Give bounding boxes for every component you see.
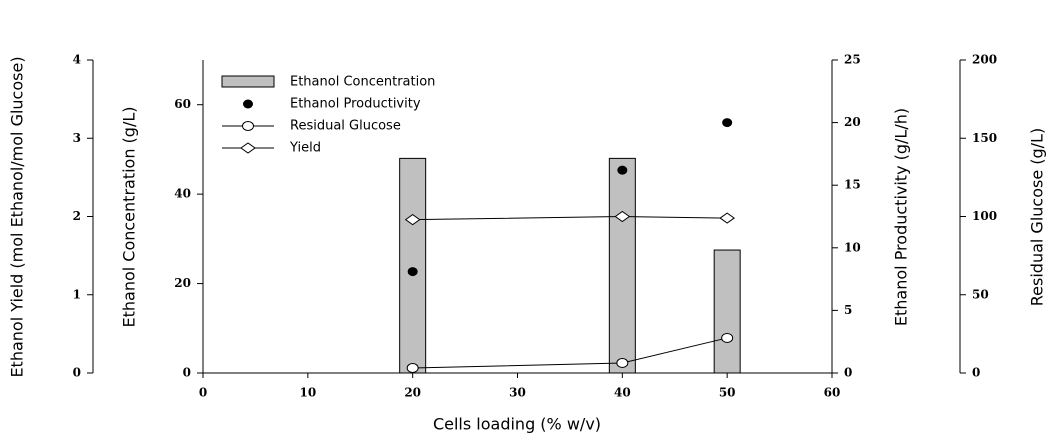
y3-axis-title: Ethanol Yield (mol Ethanol/mol Glucose) xyxy=(8,56,27,377)
legend-label: Ethanol Productivity xyxy=(290,97,421,112)
x-tick-label: 30 xyxy=(509,386,526,400)
circle-marker xyxy=(721,332,734,343)
dot xyxy=(243,99,253,109)
y3-tick-label: 1 xyxy=(73,287,81,301)
dot xyxy=(617,165,628,175)
diamond-marker xyxy=(240,142,256,154)
legend-swatch xyxy=(221,75,275,88)
y2-tick-label: 10 xyxy=(844,240,861,254)
line xyxy=(412,215,728,221)
y-tick-label: 40 xyxy=(174,187,191,201)
y4-axis-title: Residual Glucose (g/L) xyxy=(1028,128,1047,306)
y3-tick-label: 0 xyxy=(73,366,81,380)
y4-tick-label: 150 xyxy=(972,131,997,145)
x-tick-label: 0 xyxy=(199,386,207,400)
y4-tick-label: 200 xyxy=(972,53,997,67)
circle-marker xyxy=(242,121,254,131)
y2-axis-title: Ethanol Productivity (g/L/h) xyxy=(892,108,911,326)
y-tick-label: 60 xyxy=(174,97,191,111)
y-tick-label: 0 xyxy=(183,366,191,380)
y2-tick-label: 0 xyxy=(844,366,852,380)
dot xyxy=(722,118,733,128)
y3-tick-label: 3 xyxy=(73,131,81,145)
x-tick-label: 60 xyxy=(824,386,841,400)
dot xyxy=(407,267,418,277)
x-axis-title: Cells loading (% w/v) xyxy=(433,415,601,434)
bar xyxy=(713,249,741,374)
x-tick-label: 40 xyxy=(614,386,631,400)
bar xyxy=(399,157,427,374)
y3-tick-label: 4 xyxy=(73,53,81,67)
y2-tick-label: 15 xyxy=(844,178,861,192)
y-axis-title: Ethanol Concentration (g/L) xyxy=(120,106,139,327)
y4-tick-label: 0 xyxy=(972,366,980,380)
line xyxy=(412,337,728,369)
y-tick-label: 20 xyxy=(174,276,191,290)
legend-label: Residual Glucose xyxy=(290,119,401,134)
circle-marker xyxy=(406,362,419,373)
y2-tick-label: 25 xyxy=(844,53,861,67)
x-tick-label: 20 xyxy=(404,386,421,400)
y2-tick-label: 20 xyxy=(844,115,861,129)
y3-tick-label: 2 xyxy=(73,209,81,223)
diamond-marker xyxy=(719,212,736,224)
diamond-marker xyxy=(404,214,421,226)
bar xyxy=(608,157,636,374)
x-tick-label: 10 xyxy=(299,386,316,400)
y2-tick-label: 5 xyxy=(844,303,852,317)
legend-label: Ethanol Concentration xyxy=(290,75,435,90)
y4-tick-label: 100 xyxy=(972,209,997,223)
y4-tick-label: 50 xyxy=(972,287,989,301)
legend-label: Yield xyxy=(289,141,321,156)
circle-marker xyxy=(616,357,629,368)
x-tick-label: 50 xyxy=(719,386,736,400)
diamond-marker xyxy=(614,210,631,223)
